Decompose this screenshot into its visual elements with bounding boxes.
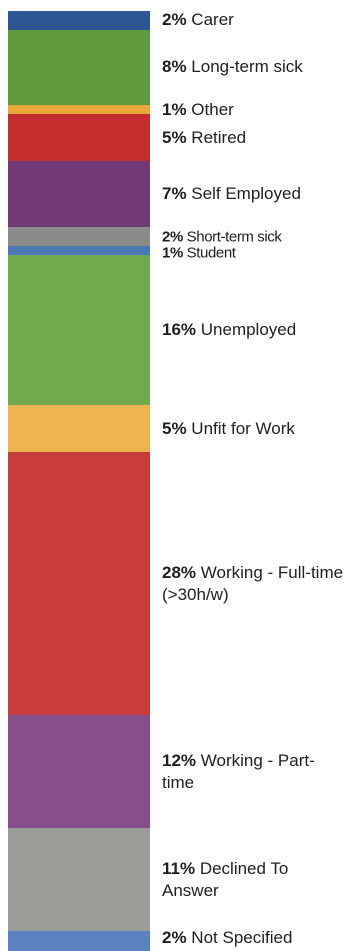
segment-percent: 7% xyxy=(162,184,187,204)
segment-percent: 5% xyxy=(162,418,187,438)
segment-percent: 1% xyxy=(162,99,187,119)
segment-percent: 2% xyxy=(162,228,183,246)
bar-segment xyxy=(8,245,150,256)
segment-percent: 2% xyxy=(162,10,187,30)
bar-segment xyxy=(8,452,150,716)
bar-segment xyxy=(8,29,150,106)
segment-percent: 5% xyxy=(162,127,187,147)
segment-percent: 28% xyxy=(162,562,197,582)
bar-segment xyxy=(8,11,150,31)
bar-segment xyxy=(8,114,150,162)
segment-label: 11% Declined To Answer xyxy=(162,858,344,902)
bar-segment xyxy=(8,161,150,228)
segment-label: 2% Short-term sick xyxy=(162,230,344,245)
segment-category: Carer xyxy=(186,10,234,30)
segment-label: 28% Working - Full-time (>30h/w) xyxy=(162,562,344,606)
segment-category: Unfit for Work xyxy=(186,418,295,438)
segment-label: 8% Long-term sick xyxy=(162,56,344,78)
segment-category: Student xyxy=(182,244,236,262)
segment-category: Working - Full-time (>30h/w) xyxy=(162,562,344,604)
segment-label: 2% Carer xyxy=(162,9,344,31)
segment-category: Other xyxy=(186,99,234,119)
segment-label: 1% Other xyxy=(162,99,344,121)
segment-label: 1% Student xyxy=(162,246,344,261)
bar-segment xyxy=(8,931,150,951)
bar-segment xyxy=(8,405,150,453)
segment-category: Unemployed xyxy=(196,320,297,340)
segment-label: 16% Unemployed xyxy=(162,319,344,341)
segment-percent: 1% xyxy=(162,244,183,262)
segment-percent: 8% xyxy=(162,57,187,77)
segment-category: Working - Part-time xyxy=(162,750,315,792)
segment-category: Long-term sick xyxy=(186,57,303,77)
bar-segment xyxy=(8,255,150,406)
segment-label: 5% Unfit for Work xyxy=(162,418,344,440)
segment-percent: 11% xyxy=(162,858,196,878)
segment-category: Not Specified xyxy=(186,928,293,947)
bar-segment xyxy=(8,715,150,829)
bar-segment xyxy=(8,104,150,115)
segment-category: Declined To Answer xyxy=(162,858,289,900)
bar-segment xyxy=(8,827,150,932)
bar-segment xyxy=(8,226,150,247)
segment-category: Retired xyxy=(186,127,247,147)
segment-category: Short-term sick xyxy=(182,228,282,246)
segment-label: 12% Working - Part-time xyxy=(162,750,344,794)
segment-label: 7% Self Employed xyxy=(162,183,344,205)
segment-percent: 2% xyxy=(162,928,187,947)
segment-category: Self Employed xyxy=(186,184,301,204)
segment-percent: 12% xyxy=(162,750,197,770)
segment-label: 2% Not Specified xyxy=(162,927,344,949)
segment-label: 5% Retired xyxy=(162,127,344,149)
segment-percent: 16% xyxy=(162,320,197,340)
